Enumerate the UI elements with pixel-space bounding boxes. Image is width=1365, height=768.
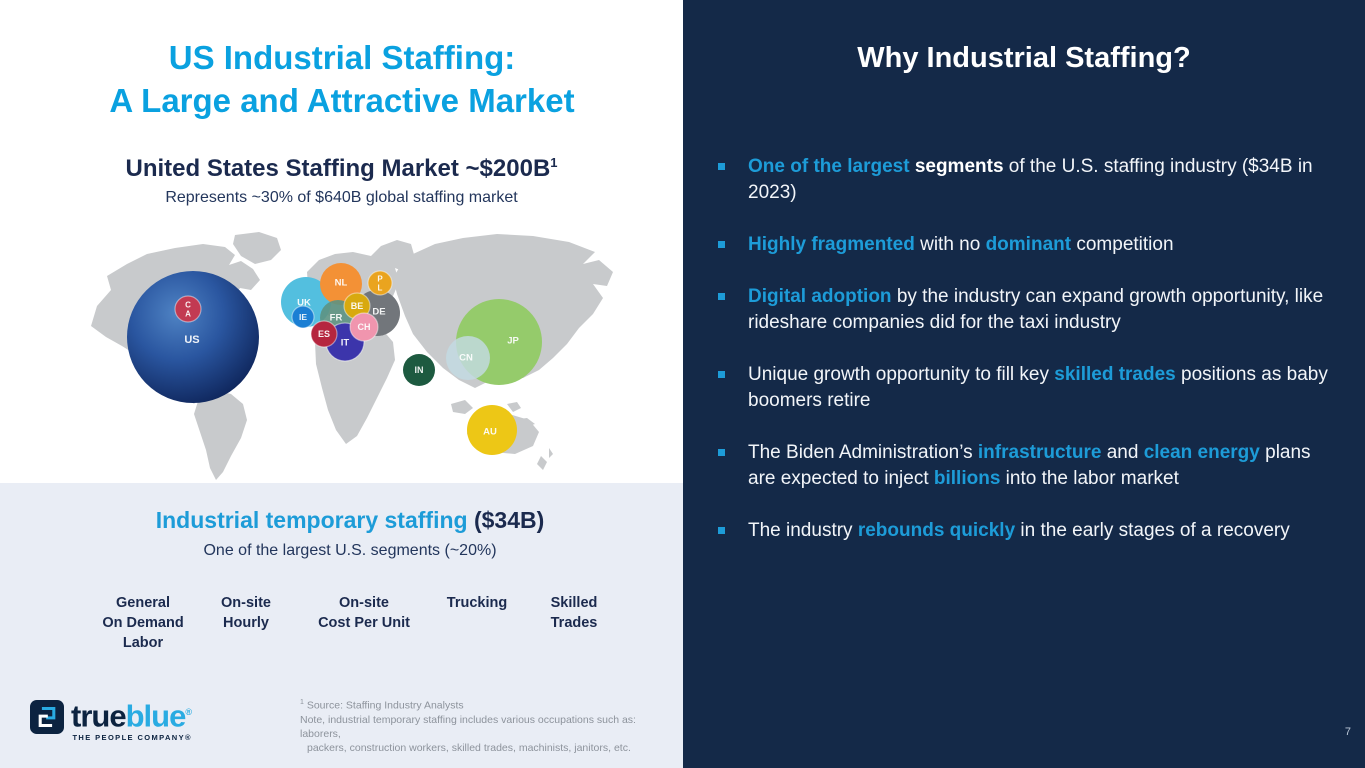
bullet-text: Highly fragmented with no dominant compe… [748,234,1174,255]
bullet-text: One of the largest segments of the U.S. … [748,156,1313,203]
svg-text:US: US [184,334,199,346]
trueblue-wordmark: trueblue® THE PEOPLE COMPANY® [71,697,192,742]
bullet-square-icon [718,241,725,248]
svg-text:AU: AU [483,427,497,438]
right-panel-title: Why Industrial Staffing? [857,42,1191,74]
bullet-square-icon [718,371,725,378]
footnote: 1 Source: Staffing Industry Analysts Not… [300,696,670,755]
footnote-line3: packers, construction workers, skilled t… [307,741,631,754]
segment-categories: General On Demand Labor On-site Hourly On-… [0,593,683,663]
market-heading: United States Staffing Market ~$200B1 [0,155,683,183]
footnote-superscript: 1 [300,699,304,706]
bullet-text: The industry rebounds quickly in the ear… [748,520,1290,541]
footnote-line1: 1 Source: Staffing Industry Analysts [300,699,464,712]
segment-category-skilled-trades: Skilled Trades [550,595,598,631]
svg-text:CA: CA [185,300,191,318]
svg-text:DE: DE [372,307,385,318]
market-bubble-be: BE [343,292,371,320]
continent-south-america [194,390,247,480]
segment-category-trucking: Trucking [446,595,508,611]
market-bubble-us: US [127,271,259,403]
svg-text:BE: BE [351,301,364,311]
segment-subheading: One of the largest U.S. segments (~20%) [203,542,497,559]
footnote-ref-superscript: 1 [550,155,558,170]
bullet-square-icon [718,163,725,170]
logo-registered-mark: ® [185,707,192,717]
logo-word-blue: blue [125,698,187,734]
svg-text:CH: CH [358,322,371,332]
segment-category-general-on-demand-labor: General On Demand Labor [102,595,184,651]
footnote-line2: Note, industrial temporary staffing incl… [300,713,636,740]
market-bubble-cn: CN [446,336,490,380]
segment-heading-rest: ($34B) [467,507,545,533]
continent-greenland [233,232,281,264]
world-map-svg: UK DE NL FR IT P L BE CH ES IE US C A JP CN IN AU [91,232,613,480]
page-title: US Industrial Staffing: A Large and Attr… [8,36,676,122]
bullet-text: The Biden Administration’s infrastructur… [748,442,1311,489]
islands-new-zealand [537,448,553,470]
segment-category-on-site-hourly: On-site Hourly [221,595,271,631]
bullet-item: Digital adoption by the industry can exp… [718,284,1343,336]
market-bubble-es: ES [310,320,338,348]
bullet-item: The Biden Administration’s infrastructur… [718,440,1343,492]
trueblue-logo-icon [30,700,64,734]
svg-text:FR: FR [330,313,343,324]
svg-text:IT: IT [341,338,350,349]
svg-text:CN: CN [459,353,473,364]
svg-text:PL: PL [377,274,383,292]
market-bubble-ie: IE [291,305,315,329]
world-map-bubble-chart: UK DE NL FR IT P L BE CH ES IE US C A JP CN IN AU [83,228,668,483]
logo-tagline: THE PEOPLE COMPANY® [72,733,192,743]
svg-text:IN: IN [415,365,424,375]
country-bubbles: UK DE NL FR IT P L BE CH ES IE US C A JP CN IN AU [127,263,542,455]
segment-heading-accent: Industrial temporary staffing [155,507,468,533]
right-panel: Why Industrial Staffing? One of the larg… [683,0,1365,768]
market-subheading: Represents ~30% of $640B global staffing… [165,189,518,206]
bullet-item: Unique growth opportunity to fill key sk… [718,362,1343,414]
svg-text:NL: NL [335,278,348,289]
left-panel: US Industrial Staffing: A Large and Attr… [0,36,683,768]
market-bubble-au: AU [467,405,517,455]
bullet-item: One of the largest segments of the U.S. … [718,154,1343,206]
market-bubble-ch: CH [349,312,379,342]
page-title-line2: A Large and Attractive Market [109,82,575,119]
market-bubble-in: IN [403,354,435,386]
trueblue-logo: trueblue® THE PEOPLE COMPANY® [30,697,192,742]
svg-text:IE: IE [299,312,307,322]
bullet-item: Highly fragmented with no dominant compe… [718,232,1343,258]
page-number: 7 [1344,726,1351,738]
svg-text:JP: JP [507,336,519,347]
segment-category-on-site-cost-per-unit: On-site Cost Per Unit [318,595,410,631]
bullet-square-icon [718,449,725,456]
segment-band: Industrial temporary staffing ($34B) One… [0,483,683,768]
svg-text:ES: ES [318,329,330,339]
bullet-square-icon [718,527,725,534]
bullet-item: The industry rebounds quickly in the ear… [718,518,1343,544]
svg-text:UK: UK [297,298,311,309]
bullet-square-icon [718,293,725,300]
bullet-text: Digital adoption by the industry can exp… [748,286,1324,333]
logo-word-true: true [71,698,127,734]
bullet-text: Unique growth opportunity to fill key sk… [748,364,1328,411]
market-heading-text: United States Staffing Market ~$200B [125,155,551,182]
page-title-line1: US Industrial Staffing: [168,39,516,76]
bullet-list: One of the largest segments of the U.S. … [718,154,1343,570]
segment-heading: Industrial temporary staffing ($34B) [10,505,690,535]
